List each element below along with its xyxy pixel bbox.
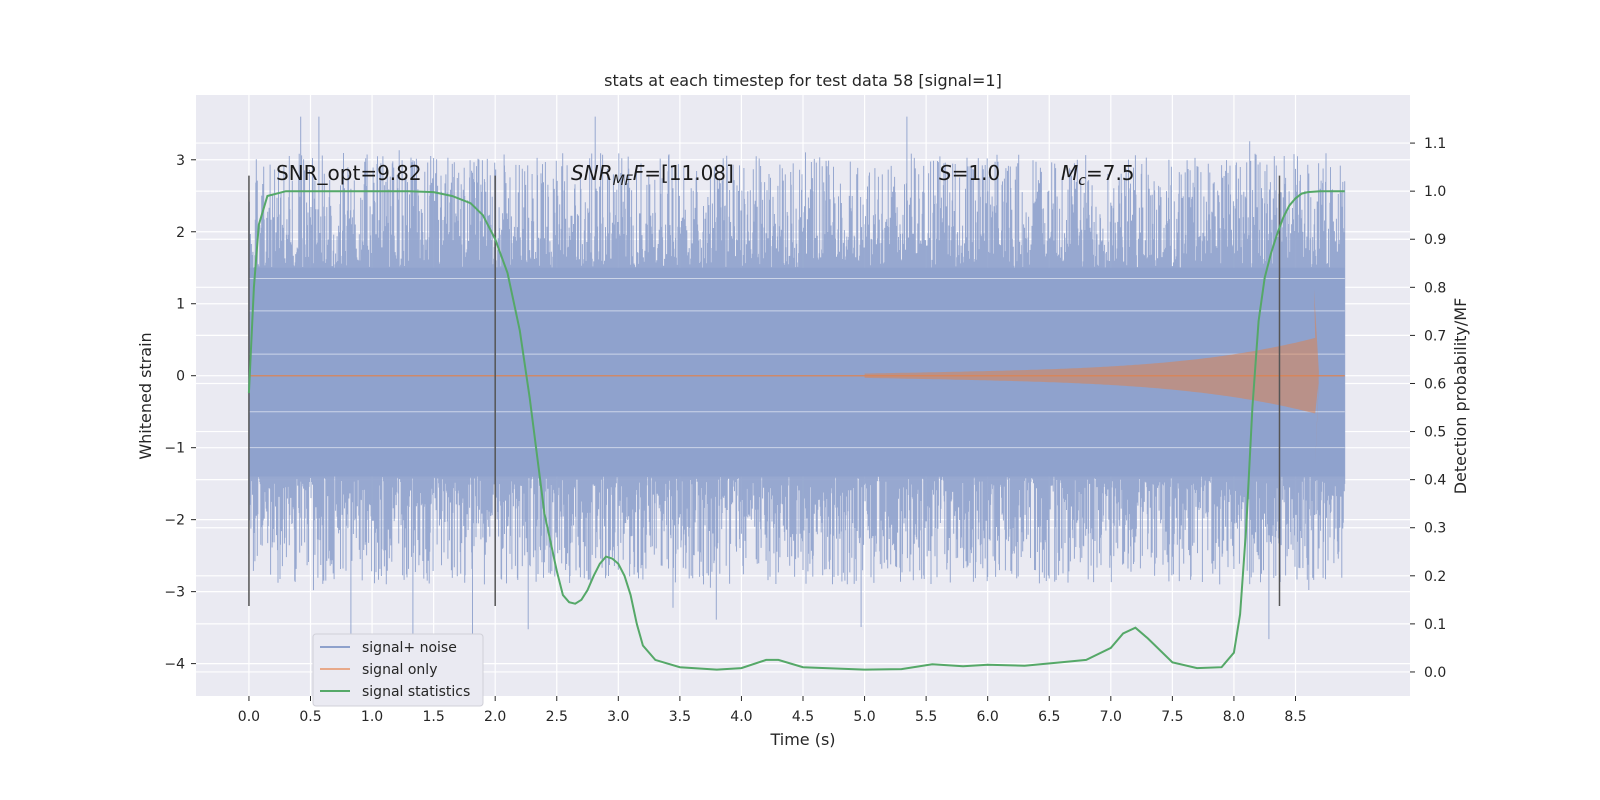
y2-tick-label: 0.3 — [1424, 521, 1446, 537]
x-tick-label: 1.0 — [361, 709, 383, 725]
annotation-mc: Mc=7.5 — [1061, 161, 1135, 189]
y2-tick-label: 0.4 — [1424, 473, 1446, 489]
y-tick-label: −2 — [164, 513, 185, 529]
x-tick-label: 3.5 — [669, 709, 691, 725]
y2-tick-label: 0.6 — [1424, 376, 1446, 392]
x-tick-label: 6.5 — [1038, 709, 1060, 725]
x-tick-label: 6.0 — [977, 709, 999, 725]
x-tick-label: 4.0 — [730, 709, 752, 725]
x-axis-ticks: 0.0 0.5 1.0 1.5 2.0 2.5 3.0 3.5 4.0 4.5 5.0 5.5 6.0 6… — [238, 696, 1307, 725]
x-tick-label: 0.5 — [299, 709, 321, 725]
x-axis-title: Time (s) — [769, 730, 835, 749]
x-tick-label: 4.5 — [792, 709, 814, 725]
y2-axis-ticks: 0.0 0.1 0.2 0.3 0.4 0.5 0.6 0.7 0.8 0.9 1.0 1.1 — [1410, 136, 1446, 681]
y2-tick-label: 1.0 — [1424, 184, 1446, 200]
y-axis-ticks: 3 2 1 0 −1 −2 −3 −4 — [164, 153, 196, 673]
y2-tick-label: 1.1 — [1424, 136, 1446, 152]
y-tick-label: 2 — [176, 225, 185, 241]
legend-label-stats: signal statistics — [362, 684, 470, 700]
y2-tick-label: 0.8 — [1424, 280, 1446, 296]
y2-tick-label: 0.7 — [1424, 328, 1446, 344]
x-tick-label: 2.5 — [546, 709, 568, 725]
annotation-s: S=1.0 — [939, 161, 1000, 185]
y2-tick-label: 0.5 — [1424, 425, 1446, 441]
annotation-snr-opt: SNR_opt=9.82 — [276, 161, 422, 185]
annotation-snr-mf: SNRMFF=[11.08] — [571, 161, 734, 189]
x-tick-label: 8.0 — [1223, 709, 1245, 725]
signal-series — [248, 289, 1345, 466]
legend-label-signal: signal only — [362, 662, 437, 678]
x-tick-label: 5.0 — [853, 709, 875, 725]
x-tick-label: 0.0 — [238, 709, 260, 725]
x-tick-label: 3.0 — [607, 709, 629, 725]
statistics-line — [247, 190, 1345, 671]
statistics-series — [247, 190, 1345, 671]
legend: signal+ noise signal only signal statist… — [312, 633, 484, 707]
x-tick-label: 7.5 — [1161, 709, 1183, 725]
legend-box — [312, 633, 484, 707]
x-tick-label: 7.0 — [1100, 709, 1122, 725]
y-tick-label: 1 — [176, 297, 185, 313]
y2-tick-label: 0.9 — [1424, 232, 1446, 248]
y-axis-title: Whitened strain — [136, 332, 155, 459]
y2-tick-label: 0.2 — [1424, 569, 1446, 585]
y2-axis-title: Detection probability/MF — [1451, 298, 1470, 495]
y2-tick-label: 0.0 — [1424, 665, 1446, 681]
y-tick-label: −1 — [164, 441, 185, 457]
y2-tick-label: 0.1 — [1424, 617, 1446, 633]
y-tick-label: 0 — [176, 369, 185, 385]
y-tick-label: −4 — [164, 657, 185, 673]
signal-envelope — [864, 289, 1319, 466]
legend-label-noise: signal+ noise — [362, 640, 457, 656]
x-tick-label: 8.5 — [1284, 709, 1306, 725]
chart-title: stats at each timestep for test data 58 … — [604, 71, 1002, 90]
x-tick-label: 1.5 — [422, 709, 444, 725]
y-tick-label: 3 — [176, 153, 185, 169]
x-tick-label: 5.5 — [915, 709, 937, 725]
y-tick-label: −3 — [164, 585, 185, 601]
x-tick-label: 2.0 — [484, 709, 506, 725]
